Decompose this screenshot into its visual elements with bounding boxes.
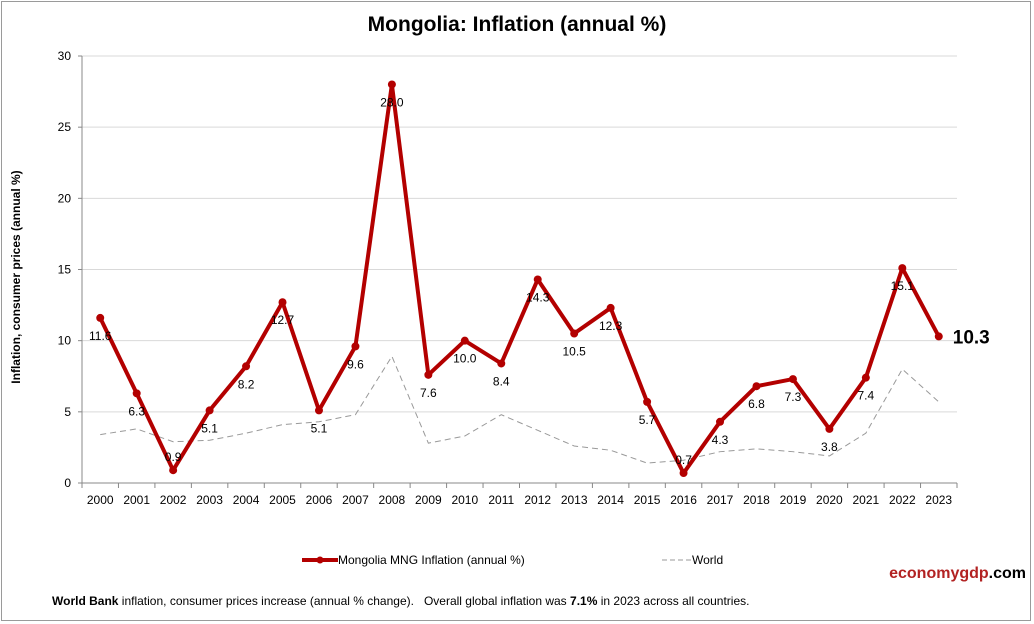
data-point	[387, 80, 396, 89]
data-point	[716, 417, 725, 426]
x-tick-label: 2021	[853, 493, 880, 507]
x-tick-label: 2016	[670, 493, 697, 507]
data-point	[132, 389, 141, 398]
data-label: 15.1	[891, 279, 915, 293]
data-label: 0.9	[165, 450, 182, 464]
x-tick-label: 2006	[306, 493, 333, 507]
data-label: 10.5	[563, 345, 587, 359]
data-label: 11.6	[89, 329, 112, 343]
y-tick-label: 5	[64, 405, 71, 419]
data-point	[570, 329, 579, 338]
y-tick-label: 20	[58, 191, 72, 205]
chart-title: Mongolia: Inflation (annual %)	[367, 13, 667, 36]
data-label: 8.4	[493, 374, 510, 388]
x-tick-label: 2007	[342, 493, 369, 507]
footer-note: World Bank inflation, consumer prices in…	[52, 594, 750, 608]
x-tick-label: 2018	[743, 493, 770, 507]
x-tick-label: 2005	[269, 493, 296, 507]
legend-label-mongolia: Mongolia MNG Inflation (annual %)	[338, 553, 525, 567]
y-tick-label: 0	[64, 476, 71, 490]
data-label: 7.3	[785, 390, 802, 404]
data-label: 5.1	[311, 421, 328, 435]
x-tick-label: 2014	[597, 493, 624, 507]
data-point	[788, 375, 797, 384]
y-tick-label: 25	[58, 120, 72, 134]
x-tick-label: 2002	[160, 493, 187, 507]
legend-item-mongolia: Mongolia MNG Inflation (annual %)	[302, 553, 525, 567]
data-point	[861, 373, 870, 382]
data-label: 28.0	[380, 95, 404, 109]
x-tick-label: 2008	[379, 493, 406, 507]
data-point	[351, 342, 360, 351]
x-tick-label: 2019	[780, 493, 807, 507]
data-label: 5.7	[639, 413, 656, 427]
data-label: 9.6	[347, 357, 364, 371]
data-point	[533, 275, 542, 284]
series-line-world	[100, 355, 940, 464]
x-tick-label: 2009	[415, 493, 442, 507]
legend-line-mongolia-icon	[302, 556, 338, 564]
data-point	[242, 362, 251, 371]
data-point	[898, 264, 907, 273]
data-point	[169, 466, 178, 475]
data-point	[278, 298, 287, 307]
data-label: 3.8	[821, 440, 838, 454]
x-tick-label: 2013	[561, 493, 588, 507]
x-tick-label: 2003	[196, 493, 223, 507]
y-tick-label: 30	[58, 49, 72, 63]
data-label: 10.0	[453, 352, 477, 366]
x-tick-label: 2010	[451, 493, 478, 507]
data-point	[96, 313, 105, 322]
data-point	[643, 397, 652, 406]
legend-label-world: World	[692, 553, 724, 567]
x-tick-label: 2020	[816, 493, 843, 507]
data-label: 7.4	[858, 389, 875, 403]
x-tick-label: 2001	[123, 493, 150, 507]
y-tick-label: 15	[58, 263, 72, 277]
x-tick-label: 2011	[488, 493, 514, 507]
data-label: 12.3	[599, 319, 623, 333]
x-tick-label: 2022	[889, 493, 916, 507]
data-label: 0.7	[675, 453, 692, 467]
data-label: 7.6	[420, 386, 437, 400]
data-point	[314, 406, 323, 415]
x-tick-label: 2012	[524, 493, 551, 507]
x-tick-label: 2017	[707, 493, 734, 507]
y-tick-label: 10	[58, 334, 72, 348]
last-value-label: 10.3	[953, 327, 990, 348]
data-label: 6.8	[748, 397, 765, 411]
data-point	[424, 370, 433, 379]
x-tick-label: 2004	[233, 493, 260, 507]
data-point	[606, 303, 615, 312]
legend-line-world-icon	[662, 559, 692, 561]
brand-logo: economygdp.com	[889, 565, 1026, 582]
data-label: 5.1	[201, 421, 218, 435]
data-point	[460, 336, 469, 345]
data-point	[205, 406, 214, 415]
data-point	[679, 469, 688, 478]
legend-item-world: World	[662, 553, 723, 567]
data-point	[825, 424, 834, 433]
data-point	[497, 359, 506, 368]
x-tick-label: 2015	[634, 493, 661, 507]
x-tick-label: 2023	[925, 493, 952, 507]
series-line-mongolia	[98, 82, 941, 476]
data-label: 14.3	[526, 290, 550, 304]
data-label: 8.2	[238, 377, 255, 391]
data-point	[934, 332, 943, 341]
data-label: 6.3	[128, 404, 145, 418]
data-point	[752, 382, 761, 391]
data-label: 12.7	[271, 313, 295, 327]
x-tick-label: 2000	[87, 493, 114, 507]
data-label: 4.3	[712, 433, 729, 447]
